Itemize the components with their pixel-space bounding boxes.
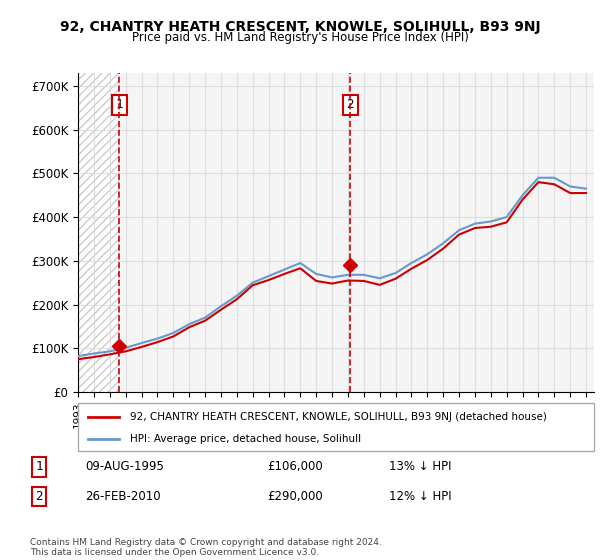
Text: 2: 2 [347, 99, 354, 111]
Text: £290,000: £290,000 [268, 490, 323, 503]
Text: Price paid vs. HM Land Registry's House Price Index (HPI): Price paid vs. HM Land Registry's House … [131, 31, 469, 44]
Text: 2: 2 [35, 490, 43, 503]
Text: £106,000: £106,000 [268, 460, 323, 474]
Text: 26-FEB-2010: 26-FEB-2010 [85, 490, 161, 503]
Text: 12% ↓ HPI: 12% ↓ HPI [389, 490, 451, 503]
Text: 92, CHANTRY HEATH CRESCENT, KNOWLE, SOLIHULL, B93 9NJ (detached house): 92, CHANTRY HEATH CRESCENT, KNOWLE, SOLI… [130, 412, 547, 422]
Text: Contains HM Land Registry data © Crown copyright and database right 2024.
This d: Contains HM Land Registry data © Crown c… [30, 538, 382, 557]
Text: 92, CHANTRY HEATH CRESCENT, KNOWLE, SOLIHULL, B93 9NJ: 92, CHANTRY HEATH CRESCENT, KNOWLE, SOLI… [59, 20, 541, 34]
Text: 1: 1 [116, 99, 123, 111]
Text: 09-AUG-1995: 09-AUG-1995 [85, 460, 164, 474]
Text: 1: 1 [35, 460, 43, 474]
Text: 13% ↓ HPI: 13% ↓ HPI [389, 460, 451, 474]
FancyBboxPatch shape [78, 403, 594, 451]
Text: HPI: Average price, detached house, Solihull: HPI: Average price, detached house, Soli… [130, 434, 361, 444]
